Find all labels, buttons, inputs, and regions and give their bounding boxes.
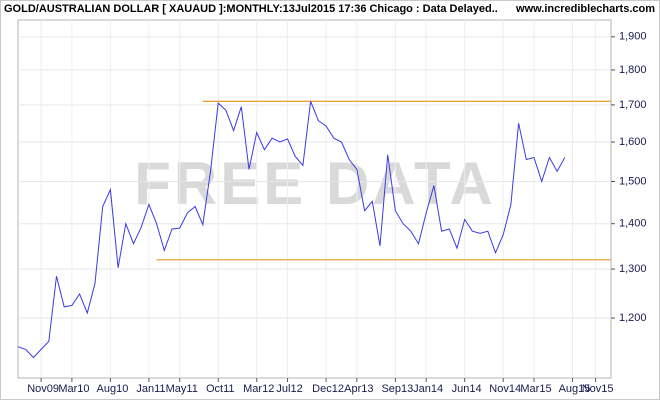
x-tick-label: Nov15 [582, 383, 614, 395]
y-tick-label: 1,600 [619, 136, 647, 148]
y-tick-label: 1,400 [619, 218, 647, 230]
y-tick-label: 1,300 [619, 263, 647, 275]
x-tick-label: Aug15 [559, 383, 591, 395]
y-tick-label: 1,200 [619, 312, 647, 324]
x-tick-label: Mar10 [58, 383, 89, 395]
y-tick-label: 1,800 [619, 64, 647, 76]
x-tick-label: Aug10 [97, 383, 129, 395]
x-tick-label: Jul12 [276, 383, 302, 395]
watermark: FREE DATA [134, 150, 495, 217]
y-tick-label: 1,500 [619, 175, 647, 187]
x-tick-label: Mar15 [520, 383, 551, 395]
x-tick-label: Jan14 [413, 383, 443, 395]
x-tick-label: Sep13 [381, 383, 413, 395]
y-tick-label: 1,900 [619, 31, 647, 43]
price-line [17, 101, 566, 359]
source: www.incrediblecharts.com [515, 3, 655, 15]
x-tick-label: Jun14 [452, 383, 482, 395]
chart-title: GOLD/AUSTRALIAN DOLLAR [ XAUAUD ]:MONTHL… [4, 3, 498, 15]
x-tick-label: Nov14 [489, 383, 521, 395]
x-tick-label: May11 [166, 383, 198, 395]
x-tick-label: Nov09 [27, 383, 59, 395]
x-tick-label: Dec12 [312, 383, 344, 395]
x-tick-label: Mar12 [243, 383, 274, 395]
x-tick-label: Apr13 [344, 383, 373, 395]
y-tick-label: 1,700 [619, 99, 647, 111]
x-tick-label: Jan11 [136, 383, 165, 395]
x-tick-label: Oct11 [206, 383, 235, 395]
